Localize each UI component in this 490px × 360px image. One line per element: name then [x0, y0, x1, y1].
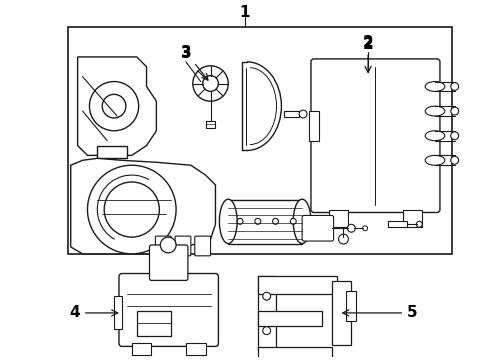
- Bar: [206, 121, 216, 128]
- Bar: [258, 347, 332, 360]
- FancyBboxPatch shape: [119, 274, 219, 346]
- Bar: [258, 276, 337, 294]
- Text: 1: 1: [240, 5, 250, 20]
- Ellipse shape: [425, 106, 445, 116]
- Ellipse shape: [293, 199, 311, 243]
- Circle shape: [263, 327, 270, 334]
- Circle shape: [347, 224, 355, 232]
- Bar: [258, 311, 322, 326]
- FancyBboxPatch shape: [302, 215, 334, 241]
- Bar: [137, 311, 171, 336]
- Ellipse shape: [425, 156, 445, 165]
- Circle shape: [102, 94, 126, 118]
- Circle shape: [272, 219, 278, 224]
- Ellipse shape: [425, 131, 445, 141]
- FancyBboxPatch shape: [155, 236, 171, 256]
- Polygon shape: [132, 343, 151, 355]
- Circle shape: [193, 66, 228, 101]
- Bar: [228, 200, 302, 244]
- Polygon shape: [98, 145, 127, 158]
- Polygon shape: [71, 158, 216, 254]
- Ellipse shape: [425, 82, 445, 91]
- FancyBboxPatch shape: [149, 245, 188, 280]
- Circle shape: [203, 76, 219, 91]
- Polygon shape: [402, 210, 422, 227]
- Circle shape: [451, 156, 459, 164]
- Polygon shape: [186, 343, 206, 355]
- Circle shape: [90, 82, 139, 131]
- Circle shape: [104, 182, 159, 237]
- Bar: [284, 111, 299, 117]
- Polygon shape: [149, 247, 166, 255]
- Polygon shape: [309, 111, 319, 141]
- Bar: [68, 27, 452, 254]
- Circle shape: [237, 219, 243, 224]
- Polygon shape: [329, 210, 348, 227]
- Circle shape: [299, 110, 307, 118]
- Text: 5: 5: [343, 305, 417, 320]
- Text: 2: 2: [363, 37, 373, 51]
- Circle shape: [255, 219, 261, 224]
- Circle shape: [263, 292, 270, 300]
- Circle shape: [451, 107, 459, 115]
- Polygon shape: [114, 296, 122, 329]
- Circle shape: [88, 165, 176, 254]
- Ellipse shape: [220, 199, 237, 243]
- Circle shape: [339, 234, 348, 244]
- Polygon shape: [77, 57, 156, 156]
- Text: 3: 3: [181, 45, 208, 80]
- FancyBboxPatch shape: [311, 59, 440, 212]
- Circle shape: [416, 221, 422, 227]
- Text: 4: 4: [70, 305, 118, 320]
- Text: 2: 2: [363, 35, 373, 72]
- Circle shape: [451, 82, 459, 90]
- Text: 3: 3: [181, 46, 191, 62]
- Circle shape: [451, 132, 459, 140]
- Circle shape: [160, 237, 176, 253]
- Bar: [332, 282, 351, 345]
- Circle shape: [290, 219, 296, 224]
- FancyBboxPatch shape: [195, 236, 211, 256]
- Polygon shape: [346, 291, 356, 321]
- Bar: [388, 221, 408, 227]
- FancyBboxPatch shape: [175, 236, 191, 256]
- Circle shape: [363, 226, 368, 231]
- Bar: [258, 276, 275, 350]
